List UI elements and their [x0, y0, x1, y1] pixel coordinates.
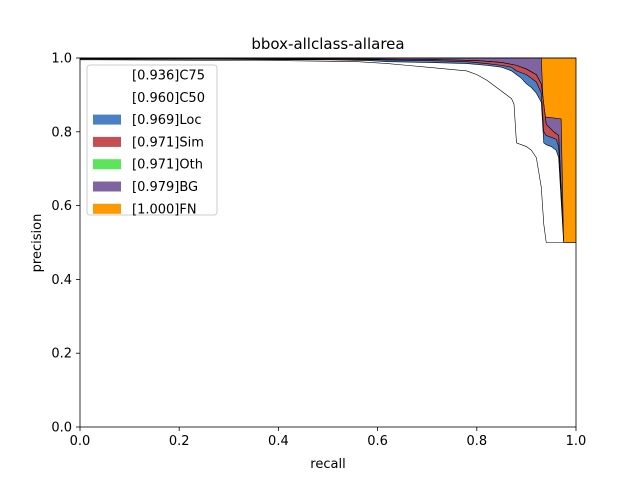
- x-tick-label: 0.4: [268, 434, 289, 449]
- curve-sim: [80, 58, 576, 243]
- curve-c50: [80, 58, 576, 243]
- legend: [0.936]C75 [0.960]C50 [0.969]Loc [0.971]Sim…: [86, 64, 218, 217]
- y-tick-label: 0.6: [51, 199, 72, 214]
- x-tick-label: 0.6: [367, 434, 388, 449]
- x-axis-label: recall: [310, 457, 345, 472]
- y-tick-label: 0.8: [51, 125, 72, 140]
- curve-loc: [80, 58, 576, 243]
- legend-label-loc: [0.969]Loc: [132, 113, 201, 128]
- plot-frame: [79, 57, 577, 428]
- legend-swatch-c50: [93, 92, 121, 103]
- y-tick-label: 1.0: [51, 52, 72, 67]
- legend-label-oth: [0.971]Oth: [132, 158, 203, 173]
- x-tick-label: 0.8: [466, 434, 487, 449]
- chart-title: bbox-allclass-allarea: [251, 35, 404, 53]
- legend-swatch-loc: [93, 114, 121, 125]
- legend-label-c75: [0.936]C75: [132, 69, 205, 84]
- legend-swatch-fn: [93, 203, 121, 214]
- legend-swatch-sim: [93, 136, 121, 147]
- legend-swatch-c75: [93, 70, 121, 80]
- axes: 0.0 0.2 0.4 0.6 0.8 1.0 0.0 0.2 0.4 0.6 0.8 1.0: [51, 52, 586, 450]
- legend-label-sim: [0.971]Sim: [132, 135, 204, 150]
- legend-swatch-oth: [93, 159, 121, 170]
- y-axis-label: precision: [30, 214, 45, 273]
- legend-swatch-bg: [93, 181, 121, 192]
- x-tick-label: 1.0: [566, 434, 587, 449]
- legend-label-fn: [1.000]FN: [132, 202, 197, 217]
- y-tick-label: 0.2: [51, 347, 72, 362]
- curve-c75: [80, 59, 576, 243]
- legend-box: [86, 64, 218, 216]
- legend-label-bg: [0.979]BG: [132, 180, 198, 195]
- y-tick-label: 0.4: [51, 273, 72, 288]
- legend-label-c50: [0.960]C50: [132, 91, 205, 106]
- y-tick-label: 0.0: [51, 421, 72, 436]
- x-tick-label: 0.0: [70, 434, 91, 449]
- x-tick-label: 0.2: [169, 434, 190, 449]
